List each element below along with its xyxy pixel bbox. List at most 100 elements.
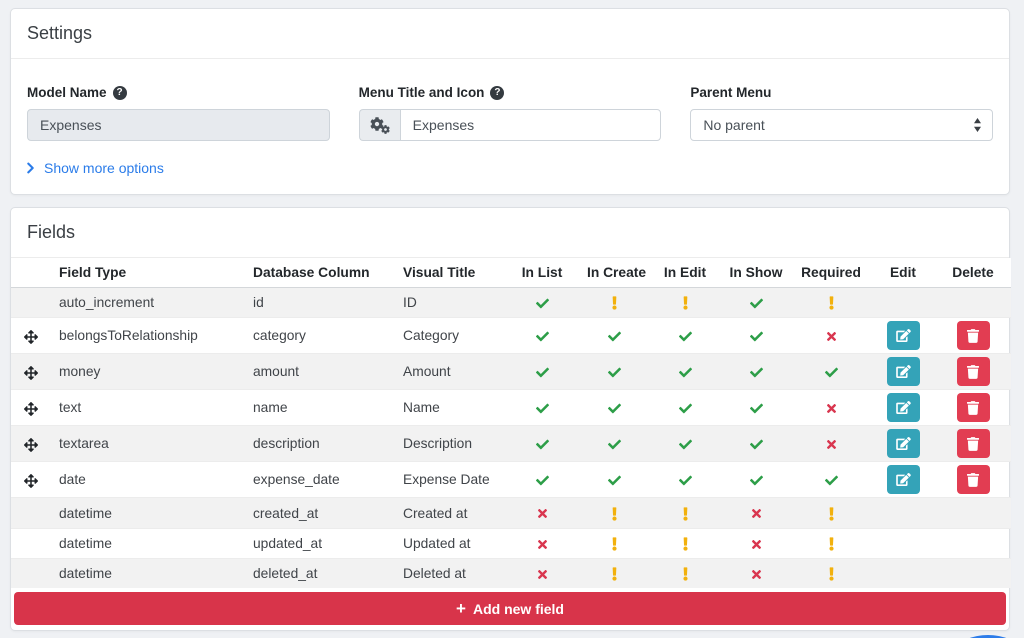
menu-title-group: Menu Title and Icon ? xyxy=(358,85,662,141)
check-icon xyxy=(678,439,692,450)
visual-title-cell: Updated at xyxy=(395,527,505,559)
col-database-column: Database Column xyxy=(245,258,395,288)
in-list-cell xyxy=(505,461,579,498)
delete-cell xyxy=(935,497,1011,529)
menu-title-label: Menu Title and Icon ? xyxy=(359,85,662,100)
delete-button[interactable] xyxy=(956,393,990,423)
drag-handle-cell[interactable] xyxy=(11,425,51,462)
in-show-cell xyxy=(721,389,791,426)
check-icon xyxy=(607,331,621,342)
exclamation-icon xyxy=(611,296,617,311)
database-column-cell: created_at xyxy=(245,497,395,529)
check-icon xyxy=(749,298,763,309)
table-row: belongsToRelationship category Category xyxy=(11,317,1011,354)
move-icon xyxy=(24,365,38,380)
delete-cell xyxy=(935,425,1011,462)
edit-button[interactable] xyxy=(886,465,920,495)
edit-button[interactable] xyxy=(886,429,920,459)
check-icon xyxy=(607,439,621,450)
exclamation-icon xyxy=(828,537,834,551)
required-cell xyxy=(791,461,871,498)
trash-icon xyxy=(967,401,979,415)
trash-icon xyxy=(967,437,979,451)
edit-icon xyxy=(895,473,911,487)
edit-button[interactable] xyxy=(886,321,920,351)
visual-title-cell: Amount xyxy=(395,353,505,390)
field-type-cell: auto_increment xyxy=(51,286,245,318)
in-create-cell xyxy=(579,353,649,390)
check-icon xyxy=(678,475,692,486)
x-icon xyxy=(826,440,836,450)
in-edit-cell xyxy=(649,527,721,559)
check-icon xyxy=(535,367,549,378)
model-name-label-text: Model Name xyxy=(27,85,107,100)
col-in-edit: In Edit xyxy=(649,258,721,288)
field-type-cell: datetime xyxy=(51,497,245,529)
delete-button[interactable] xyxy=(956,465,990,495)
menu-title-input[interactable] xyxy=(399,109,662,141)
show-more-options-link[interactable]: Show more options xyxy=(27,160,164,176)
edit-icon xyxy=(895,401,911,415)
edit-button[interactable] xyxy=(886,393,920,423)
fields-panel: Fields Field Type Database Column Visual… xyxy=(10,207,1011,632)
field-type-cell: textarea xyxy=(51,425,245,462)
drag-handle-cell[interactable] xyxy=(11,317,51,354)
settings-panel-title: Settings xyxy=(11,9,1009,59)
col-edit: Edit xyxy=(871,258,935,288)
edit-cell xyxy=(871,317,935,354)
delete-button[interactable] xyxy=(956,429,990,459)
parent-menu-group: Parent Menu No parent xyxy=(690,85,994,141)
in-create-cell xyxy=(579,317,649,354)
model-name-group: Model Name ? xyxy=(27,85,330,141)
floating-action-button[interactable] xyxy=(930,635,1024,638)
table-row: datetime deleted_at Deleted at xyxy=(11,558,1011,589)
table-header-row: Field Type Database Column Visual Title … xyxy=(11,258,1011,288)
required-cell xyxy=(791,558,871,589)
in-show-cell xyxy=(721,461,791,498)
visual-title-cell: Expense Date xyxy=(395,461,505,498)
check-icon xyxy=(535,331,549,342)
parent-menu-label-text: Parent Menu xyxy=(690,85,772,100)
in-list-cell xyxy=(505,353,579,390)
check-icon xyxy=(535,475,549,486)
col-in-show: In Show xyxy=(721,258,791,288)
help-icon[interactable]: ? xyxy=(112,85,127,100)
x-icon xyxy=(537,539,547,549)
in-show-cell xyxy=(721,317,791,354)
drag-handle-cell xyxy=(11,527,51,559)
settings-panel-body: Model Name ? Menu Title and Icon ? xyxy=(11,59,1009,194)
required-cell xyxy=(791,527,871,559)
database-column-cell: id xyxy=(245,286,395,318)
in-create-cell xyxy=(579,558,649,589)
table-row: datetime created_at Created at xyxy=(11,497,1011,529)
visual-title-cell: Created at xyxy=(395,497,505,529)
col-field-type: Field Type xyxy=(51,258,245,288)
field-type-cell: belongsToRelationship xyxy=(51,317,245,354)
help-icon[interactable]: ? xyxy=(490,85,505,100)
in-edit-cell xyxy=(649,389,721,426)
col-visual-title: Visual Title xyxy=(395,258,505,288)
drag-handle-cell[interactable] xyxy=(11,389,51,426)
delete-button[interactable] xyxy=(956,357,990,387)
edit-cell xyxy=(871,558,935,589)
parent-menu-select[interactable]: No parent xyxy=(690,109,994,141)
exclamation-icon xyxy=(682,507,688,521)
required-cell xyxy=(791,389,871,426)
visual-title-cell: Category xyxy=(395,317,505,354)
required-cell xyxy=(791,353,871,390)
edit-button[interactable] xyxy=(886,357,920,387)
delete-cell xyxy=(935,461,1011,498)
add-new-field-button[interactable]: + Add new field xyxy=(14,592,1006,626)
visual-title-cell: Name xyxy=(395,389,505,426)
drag-handle-cell[interactable] xyxy=(11,461,51,498)
drag-handle-cell[interactable] xyxy=(11,353,51,390)
in-list-cell xyxy=(505,389,579,426)
model-name-input[interactable] xyxy=(27,109,330,141)
menu-icon-addon[interactable] xyxy=(358,109,400,141)
check-icon xyxy=(535,439,549,450)
delete-button[interactable] xyxy=(956,321,990,351)
check-icon xyxy=(678,403,692,414)
move-icon xyxy=(24,401,38,416)
edit-cell xyxy=(871,527,935,559)
settings-panel: Settings Model Name ? Menu Title and Ico… xyxy=(10,8,1010,195)
